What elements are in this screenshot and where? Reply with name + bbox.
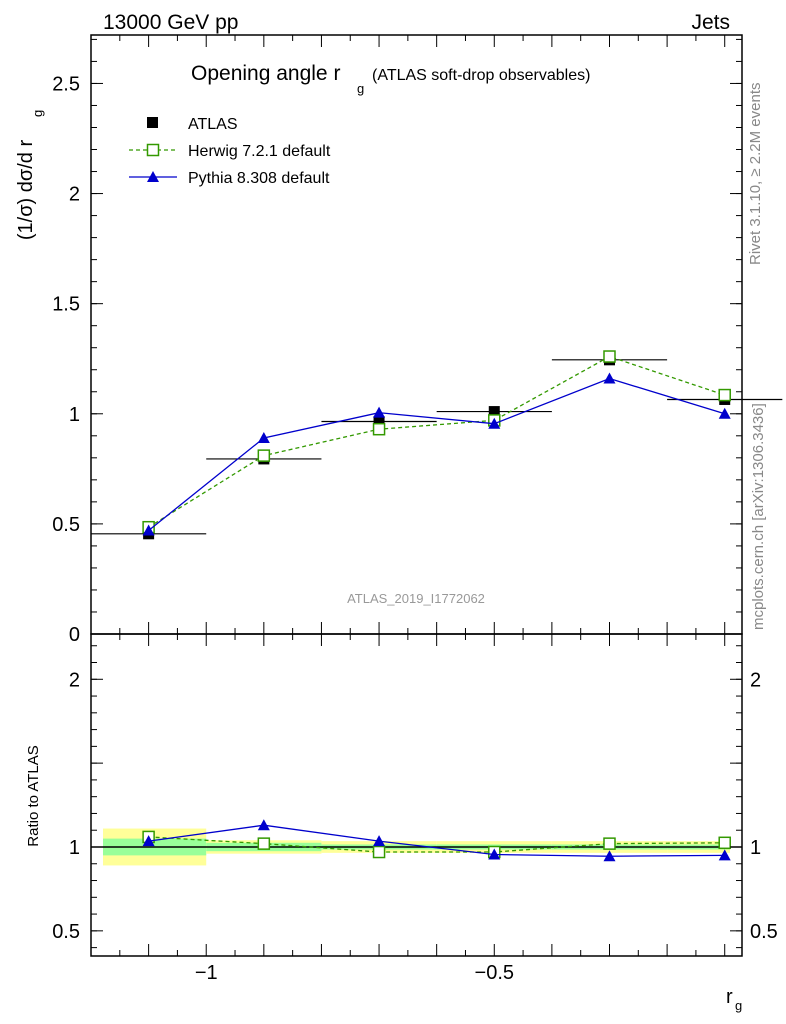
legend-herwig-marker (146, 143, 160, 157)
ratio-y-axis-label: Ratio to ATLAS (25, 745, 42, 846)
main-pythia-8-308-default-point (257, 432, 270, 444)
legend-item-pythia: Pythia 8.308 default (129, 170, 330, 187)
legend-item-herwig: Herwig 7.2.1 default (129, 143, 331, 160)
main-pythia-8-308-default-point (142, 524, 155, 536)
main-pythia-8-308-default-line (148, 377, 725, 532)
x-tick-label: −0.5 (475, 962, 514, 984)
main-pythia-8-308-default-point (373, 406, 386, 418)
legend-pythia-label: Pythia 8.308 default (188, 170, 330, 187)
legend-pythia-marker (147, 171, 159, 182)
main-y-axis-label-subscript: g (30, 110, 45, 117)
main-atlas-point (488, 406, 500, 418)
main-title: Opening angle r g (ATLAS soft-drop obser… (191, 62, 590, 96)
rivet-version-label: Rivet 3.1.10, ≥ 2.2M events (747, 83, 764, 266)
ratio-pythia-8-308-default-point (603, 850, 616, 862)
legend-atlas-label: ATLAS (188, 116, 238, 133)
main-pythia-8-308-default-point (718, 407, 731, 419)
main-ticks: 0 0.5 1 1.5 2 2.5 (52, 35, 742, 646)
ratio-herwig-7-2-1-default-point (372, 845, 386, 859)
legend: ATLAS Herwig 7.2.1 default Pythia 8.308 … (129, 116, 331, 187)
legend-atlas-marker (147, 117, 158, 128)
main-herwig-7-2-1-default-point (372, 422, 386, 436)
ratio-pythia-8-308-default-point (718, 849, 731, 861)
main-y-tick-label: 0 (69, 624, 80, 646)
main-title-suffix: (ATLAS soft-drop observables) (372, 67, 590, 84)
energy-label: 13000 GeV pp (103, 11, 238, 34)
ratio-herwig-7-2-1-default-line (148, 836, 725, 853)
ratio-panel: 0.5 0.5 1 1 2 2 −1 −0.5 Ratio to ATLAS r g (25, 633, 778, 1013)
main-y-tick-label: 1 (69, 404, 80, 426)
ratio-pythia-8-308-default-point (488, 848, 501, 860)
main-herwig-7-2-1-default-point (718, 388, 731, 402)
main-herwig-7-2-1-default-point (603, 350, 616, 363)
ratio-pythia-8-308-default-point (373, 835, 386, 847)
ratio-right-y-tick-label: 0.5 (750, 921, 778, 943)
ratio-pythia-8-308-default-point (142, 835, 155, 847)
ratio-ticks: 0.5 0.5 1 1 2 2 −1 −0.5 (52, 634, 778, 984)
main-y-axis-label: (1/σ) dσ/d r g (15, 110, 45, 240)
x-axis-label: r g (726, 986, 742, 1013)
legend-herwig-label: Herwig 7.2.1 default (188, 143, 331, 160)
main-pythia-8-308-default-point (603, 372, 616, 384)
main-title-subscript: g (357, 81, 364, 96)
x-axis-label-subscript: g (735, 998, 742, 1013)
main-y-tick-label: 2.5 (52, 73, 80, 95)
main-herwig-7-2-1-default-line (148, 355, 725, 528)
ratio-y-tick-label: 2 (69, 669, 80, 691)
ratio-herwig-7-2-1-default-point (718, 836, 731, 850)
main-pythia-8-308-default-point (488, 417, 501, 429)
ratio-right-y-tick-label: 1 (750, 837, 761, 859)
watermark-analysis-id: ATLAS_2019_I1772062 (347, 591, 485, 606)
mcplots-reference-label: mcplots.cern.ch [arXiv:1306.3436] (750, 403, 767, 630)
ratio-pythia-8-308-default-point (257, 819, 270, 831)
main-y-tick-label: 2 (69, 184, 80, 206)
ratio-right-y-tick-label: 2 (750, 669, 761, 691)
ratio-herwig-7-2-1-default-point (257, 837, 271, 850)
ratio-pythia-8-308-default-line (148, 824, 725, 857)
main-y-tick-label: 1.5 (52, 294, 80, 316)
x-tick-label: −1 (195, 962, 218, 984)
ratio-series (142, 819, 731, 862)
main-panel: 0 0.5 1 1.5 2 2.5 13000 GeV pp Jets Opening a… (15, 11, 783, 646)
main-y-tick-label: 0.5 (52, 514, 80, 536)
ratio-y-tick-label: 1 (69, 837, 80, 859)
main-y-axis-label-text: (1/σ) dσ/d r (15, 140, 37, 241)
main-series (91, 350, 783, 540)
ratio-plot-frame (90, 633, 743, 957)
ratio-herwig-7-2-1-default-point (603, 837, 616, 850)
ratio-y-tick-label: 0.5 (52, 921, 80, 943)
x-axis-label-text: r (726, 986, 733, 1008)
main-title-text: Opening angle r (191, 62, 340, 85)
main-herwig-7-2-1-default-point (257, 449, 271, 462)
process-label: Jets (691, 11, 730, 34)
main-atlas-point (373, 415, 385, 427)
legend-item-atlas: ATLAS (147, 116, 238, 133)
